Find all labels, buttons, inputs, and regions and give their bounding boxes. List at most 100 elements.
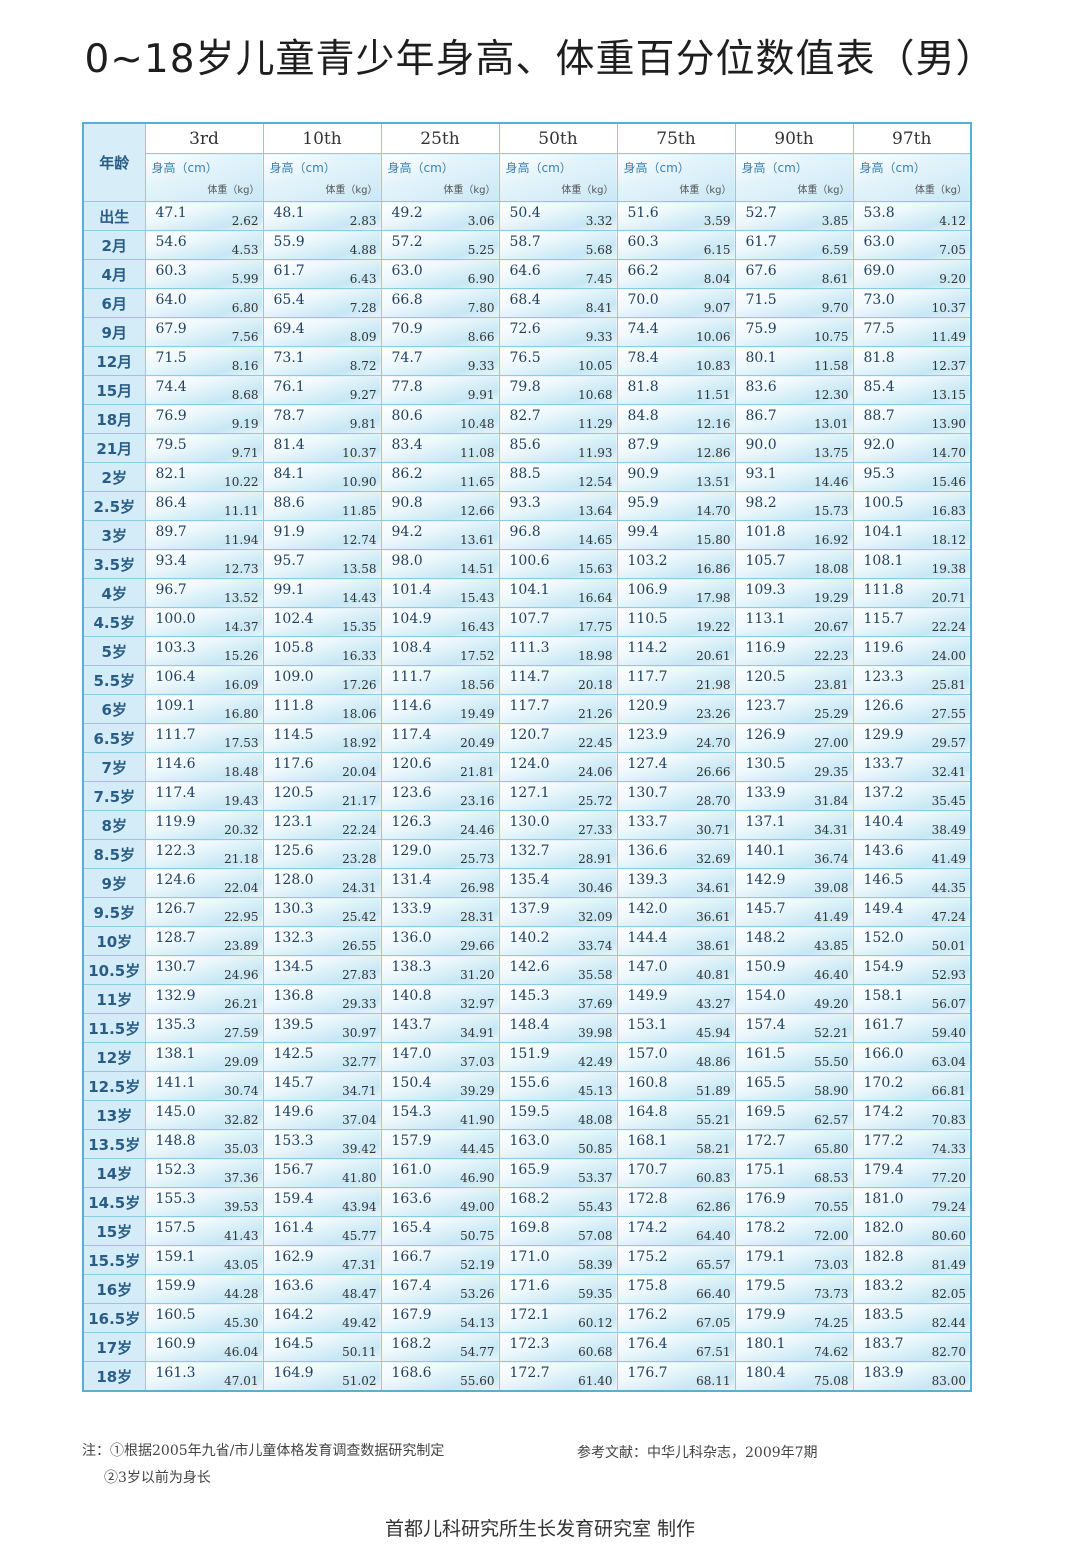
weight-value: 73.03 [814, 1258, 849, 1272]
height-value: 117.7 [509, 698, 550, 714]
height-value: 71.5 [745, 292, 777, 308]
weight-value: 3.32 [585, 214, 613, 228]
unit-header-row: 身高（cm） 体重（kg） 身高（cm） 体重（kg） 身高（cm） 体重（kg） 身高（c… [83, 153, 972, 202]
height-value: 181.0 [863, 1191, 904, 1207]
weight-value: 4.88 [349, 243, 377, 257]
value-cell: 69.4 8.09 [262, 317, 382, 347]
height-unit-label: 身高（cm） [387, 161, 454, 175]
table-row: 3.5岁 93.4 12.73 95.7 13.58 98.0 14.51 100.6 15.6… [82, 549, 972, 579]
value-cell: 159.1 43.05 [144, 1245, 264, 1275]
height-value: 131.4 [391, 872, 432, 888]
value-cell: 103.2 16.86 [616, 549, 736, 579]
weight-value: 11.51 [696, 388, 731, 402]
height-value: 154.0 [745, 988, 786, 1004]
weight-value: 81.49 [931, 1258, 966, 1272]
weight-value: 49.42 [342, 1316, 377, 1330]
weight-value: 12.66 [460, 504, 495, 518]
weight-value: 7.56 [231, 330, 259, 344]
weight-value: 25.42 [342, 910, 377, 924]
weight-value: 8.68 [231, 388, 259, 402]
value-cell: 52.7 3.85 [734, 201, 854, 231]
value-cell: 130.3 25.42 [262, 897, 382, 927]
height-value: 128.7 [155, 930, 196, 946]
value-cell: 123.9 24.70 [616, 723, 736, 753]
age-header: 年龄 [82, 122, 146, 202]
height-value: 100.5 [863, 495, 904, 511]
weight-value: 46.40 [814, 968, 849, 982]
height-unit-label: 身高（cm） [269, 161, 336, 175]
height-value: 150.4 [391, 1075, 432, 1091]
height-value: 126.3 [391, 814, 432, 830]
weight-value: 23.16 [460, 794, 495, 808]
weight-value: 18.92 [342, 736, 377, 750]
value-cell: 160.5 45.30 [144, 1303, 264, 1333]
age-cell: 9.5岁 [82, 897, 146, 927]
height-value: 157.4 [745, 1017, 786, 1033]
weight-value: 10.37 [342, 446, 377, 460]
weight-value: 15.80 [696, 533, 731, 547]
height-value: 78.7 [273, 408, 305, 424]
age-cell: 14岁 [82, 1158, 146, 1188]
weight-value: 53.37 [578, 1171, 613, 1185]
height-value: 142.6 [509, 959, 550, 975]
weight-value: 29.35 [814, 765, 849, 779]
value-cell: 120.5 23.81 [734, 665, 854, 695]
value-cell: 111.7 18.56 [380, 665, 500, 695]
value-cell: 147.0 40.81 [616, 955, 736, 985]
height-value: 141.1 [155, 1075, 196, 1091]
weight-value: 72.00 [814, 1229, 849, 1243]
weight-value: 6.43 [349, 272, 377, 286]
weight-value: 15.35 [342, 620, 377, 634]
table-row: 9月 67.9 7.56 69.4 8.09 70.9 8.66 72.6 9.33 74.4 10… [82, 317, 972, 347]
height-value: 145.7 [745, 901, 786, 917]
height-value: 148.8 [155, 1133, 196, 1149]
value-cell: 141.1 30.74 [144, 1071, 264, 1101]
weight-value: 21.18 [224, 852, 259, 866]
height-unit-label: 身高（cm） [859, 161, 926, 175]
value-cell: 75.9 10.75 [734, 317, 854, 347]
weight-value: 48.47 [342, 1287, 377, 1301]
weight-value: 55.60 [460, 1374, 495, 1388]
value-cell: 158.1 56.07 [852, 984, 972, 1014]
weight-value: 28.91 [578, 852, 613, 866]
value-cell: 183.5 82.44 [852, 1303, 972, 1333]
reference-note: 参考文献：中华儿科杂志，2009年7期 [577, 1445, 818, 1461]
value-cell: 69.0 9.20 [852, 259, 972, 289]
height-value: 92.0 [863, 437, 895, 453]
height-value: 160.9 [155, 1336, 196, 1352]
value-cell: 170.7 60.83 [616, 1158, 736, 1188]
weight-value: 8.04 [703, 272, 731, 286]
height-value: 90.9 [627, 466, 659, 482]
value-cell: 140.8 32.97 [380, 984, 500, 1014]
height-value: 110.5 [627, 611, 668, 627]
height-value: 123.9 [627, 727, 668, 743]
height-value: 130.7 [155, 959, 196, 975]
value-cell: 151.9 42.49 [498, 1042, 618, 1072]
height-value: 98.0 [391, 553, 423, 569]
weight-unit-label: 体重（kg） [914, 185, 967, 196]
weight-value: 18.06 [342, 707, 377, 721]
value-cell: 149.6 37.04 [262, 1100, 382, 1130]
value-cell: 180.4 75.08 [734, 1361, 854, 1392]
value-cell: 133.9 28.31 [380, 897, 500, 927]
value-cell: 142.5 32.77 [262, 1042, 382, 1072]
height-value: 90.8 [391, 495, 423, 511]
value-cell: 164.5 50.11 [262, 1332, 382, 1362]
weight-value: 42.49 [578, 1055, 613, 1069]
value-cell: 142.9 39.08 [734, 868, 854, 898]
table-row: 9.5岁 126.7 22.95 130.3 25.42 133.9 28.31 137.9 3… [82, 897, 972, 927]
weight-value: 35.58 [578, 968, 613, 982]
value-cell: 57.2 5.25 [380, 230, 500, 260]
weight-value: 58.90 [814, 1084, 849, 1098]
value-cell: 166.7 52.19 [380, 1245, 500, 1275]
weight-value: 50.85 [578, 1142, 613, 1156]
value-cell: 147.0 37.03 [380, 1042, 500, 1072]
table-row: 17岁 160.9 46.04 164.5 50.11 168.2 54.77 172.3 60… [82, 1332, 972, 1362]
height-value: 164.5 [273, 1336, 314, 1352]
weight-value: 13.58 [342, 562, 377, 576]
weight-value: 57.08 [578, 1229, 613, 1243]
table-row: 14.5岁 155.3 39.53 159.4 43.94 163.6 49.00 168.2… [82, 1187, 972, 1217]
height-value: 114.7 [509, 669, 550, 685]
value-cell: 154.9 52.93 [852, 955, 972, 985]
weight-value: 47.01 [224, 1374, 259, 1388]
